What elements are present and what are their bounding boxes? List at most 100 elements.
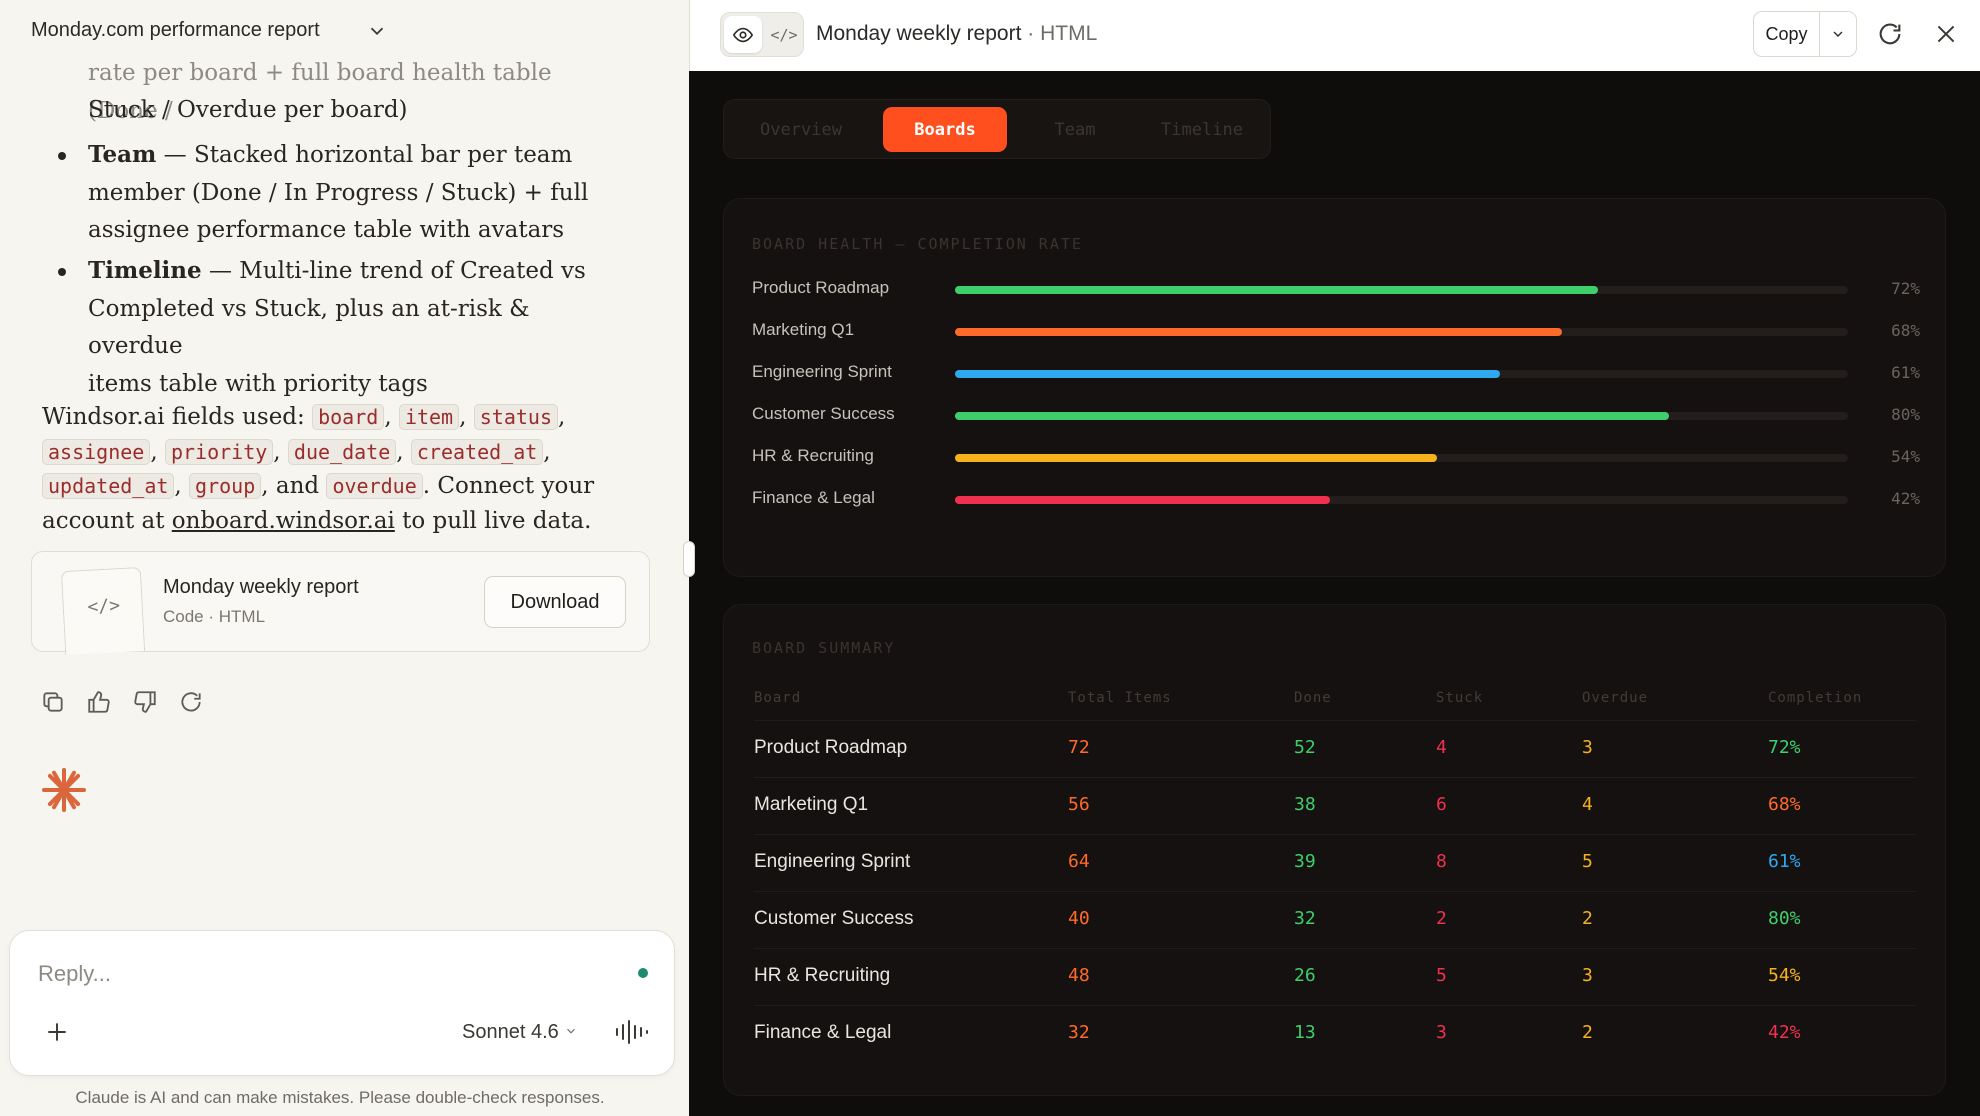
health-bar-track: [955, 328, 1848, 336]
cell-done: 52: [1294, 737, 1316, 758]
bullet-timeline-line-1: — Multi-line trend of Created vs: [201, 258, 586, 284]
health-bar-percent: 80%: [1891, 405, 1920, 424]
view-toggle: </>: [720, 12, 804, 57]
health-bar-fill: [955, 370, 1500, 378]
preview-toggle[interactable]: [724, 16, 762, 53]
tab-team[interactable]: Team: [1054, 119, 1096, 140]
artifact-card[interactable]: </> Monday weekly report Code · HTML Dow…: [31, 551, 650, 656]
code-field: overdue: [326, 473, 423, 499]
bullet-team-line-2: member (Done / In Progress / Stuck) + fu…: [88, 179, 589, 206]
health-bar-percent: 61%: [1891, 363, 1920, 382]
tab-timeline[interactable]: Timeline: [1161, 119, 1243, 140]
refresh-icon[interactable]: [1876, 20, 1904, 48]
model-selector[interactable]: Sonnet 4.6: [462, 1021, 578, 1044]
voice-icon[interactable]: [614, 1019, 648, 1045]
bullet-timeline: Timeline — Multi-line trend of Created v…: [88, 252, 608, 403]
cell-total: 32: [1068, 1022, 1090, 1043]
retry-icon[interactable]: [178, 689, 204, 715]
artifact-title: Monday weekly report: [163, 576, 359, 598]
cell-stuck: 4: [1436, 737, 1447, 758]
cell-board: Marketing Q1: [754, 794, 869, 815]
code-field: due_date: [287, 438, 397, 465]
artifact-title: Monday weekly report · HTML: [816, 22, 1097, 46]
status-dot: [638, 968, 648, 978]
cell-stuck: 6: [1436, 794, 1447, 815]
tab-overview[interactable]: Overview: [760, 119, 842, 140]
cell-done: 26: [1294, 965, 1316, 986]
health-bar-track: [955, 496, 1848, 504]
column-header-total-items: Total Items: [1068, 690, 1172, 706]
cell-overdue: 2: [1582, 1022, 1593, 1043]
cell-total: 56: [1068, 794, 1090, 815]
cell-stuck: 5: [1436, 965, 1447, 986]
board-health-title: BOARD HEALTH — COMPLETION RATE: [752, 235, 1083, 253]
cell-completion: 68%: [1768, 794, 1801, 815]
reply-input[interactable]: Reply...: [38, 961, 111, 986]
column-header-overdue: Overdue: [1582, 690, 1649, 706]
cell-done: 39: [1294, 851, 1316, 872]
copy-group: Copy: [1753, 11, 1857, 57]
fields-and: , and: [261, 473, 327, 499]
artifact-title-separator: ·: [1021, 22, 1041, 45]
conversation-header: Monday.com performance report: [0, 0, 689, 62]
cell-done: 13: [1294, 1022, 1316, 1043]
bullet-timeline-title: Timeline: [88, 257, 202, 284]
reply-composer: Reply... Sonnet 4.6: [9, 930, 675, 1076]
artifact-panel: </> Monday weekly report · HTML Copy Ove…: [689, 0, 1980, 1116]
column-header-stuck: Stuck: [1436, 690, 1484, 706]
close-icon[interactable]: [1933, 21, 1959, 47]
windsor-link[interactable]: onboard.windsor.ai: [171, 507, 395, 534]
bullet-team-line-3: assignee performance table with avatars: [88, 217, 565, 243]
board-summary-title: BOARD SUMMARY: [752, 639, 896, 657]
code-field: updated_at: [42, 473, 175, 499]
conversation-title[interactable]: Monday.com performance report: [31, 19, 320, 41]
cell-completion: 80%: [1768, 908, 1801, 929]
copy-button[interactable]: Copy: [1754, 12, 1820, 56]
code-icon: </>: [86, 595, 121, 618]
bullet-continuation-line-1: rate per board + full board health table…: [88, 60, 552, 124]
health-bar-track: [955, 454, 1848, 462]
cell-board: Customer Success: [754, 908, 914, 929]
disclaimer: Claude is AI and can make mistakes. Plea…: [75, 1088, 605, 1107]
thumbs-up-icon[interactable]: [86, 689, 112, 715]
tab-boards[interactable]: Boards: [883, 107, 1007, 152]
health-bar-row: Finance & Legal 42%: [752, 487, 1920, 511]
code-field: priority: [164, 438, 274, 465]
health-bar-percent: 54%: [1891, 447, 1920, 466]
model-name: Sonnet 4.6: [462, 1021, 559, 1043]
bullet-dot: [58, 268, 66, 276]
column-header-completion: Completion: [1768, 690, 1863, 706]
health-bar-fill: [955, 496, 1331, 504]
artifact-title-name: Monday weekly report: [816, 22, 1022, 45]
cell-total: 48: [1068, 965, 1090, 986]
table-row: Finance & Legal 32 13 3 2 42%: [754, 1005, 1916, 1062]
artifact-subtitle: Code · HTML: [163, 607, 266, 626]
code-field: item: [398, 404, 460, 430]
health-bar-label: HR & Recruiting: [752, 446, 874, 465]
bullet-team: Team — Stacked horizontal bar per team m…: [88, 136, 608, 250]
plus-icon[interactable]: [44, 1019, 70, 1045]
download-button[interactable]: Download: [484, 576, 626, 628]
panel-resize-handle[interactable]: [683, 541, 695, 577]
chevron-down-icon[interactable]: [366, 20, 388, 42]
health-bar-percent: 72%: [1891, 279, 1920, 298]
bullet-dot: [58, 152, 66, 160]
column-header-done: Done: [1294, 690, 1332, 706]
code-field: group: [189, 473, 262, 499]
bullet-continuation-line-2: Stuck / Overdue per board): [88, 97, 408, 123]
cell-board: Finance & Legal: [754, 1022, 892, 1043]
eye-icon: [732, 27, 754, 42]
copy-options-button[interactable]: [1820, 12, 1856, 56]
cell-overdue: 4: [1582, 794, 1593, 815]
cell-total: 72: [1068, 737, 1090, 758]
fields-paragraph: Windsor.ai fields used: board, item, sta…: [42, 404, 595, 534]
health-bar-fill: [955, 454, 1438, 462]
code-view-toggle[interactable]: </>: [770, 25, 798, 44]
thumbs-down-icon[interactable]: [132, 689, 158, 715]
health-bar-track: [955, 286, 1848, 294]
copy-icon[interactable]: [40, 689, 66, 715]
cell-completion: 42%: [1768, 1022, 1801, 1043]
health-bar-label: Marketing Q1: [752, 320, 855, 339]
health-bar-percent: 42%: [1891, 489, 1920, 508]
table-row: Engineering Sprint 64 39 8 5 61%: [754, 834, 1916, 891]
